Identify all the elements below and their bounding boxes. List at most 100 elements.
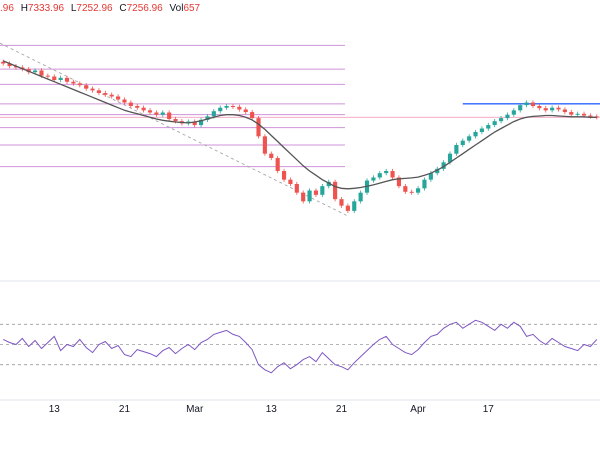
candle-body [492, 121, 497, 126]
x-tick-label: 17 [483, 404, 495, 415]
candle-body [141, 107, 146, 111]
candle-body [352, 201, 357, 211]
x-tick-label: 13 [49, 404, 61, 415]
candle-body [275, 158, 280, 171]
candle-body [511, 110, 516, 115]
candle-body [479, 128, 484, 132]
candle-body [128, 102, 133, 106]
candle-body [281, 171, 287, 180]
candle-body [588, 115, 593, 117]
candle-body [486, 125, 491, 129]
x-tick-label: 21 [336, 404, 348, 415]
candle-body [250, 112, 255, 119]
candle-body [384, 171, 389, 174]
candle-body [237, 106, 242, 110]
moving-average-line [2, 60, 597, 190]
candle-body [339, 199, 344, 206]
candle-body [96, 90, 102, 93]
candle-body [377, 173, 382, 178]
candle-body [71, 81, 76, 84]
candle-body [524, 102, 529, 106]
candle-body [416, 188, 421, 193]
candle-body [218, 107, 223, 112]
candle-body [64, 77, 70, 82]
x-tick-label: Apr [410, 404, 426, 415]
candle-body [575, 113, 580, 115]
candle-body [550, 107, 555, 111]
candle-body [505, 114, 510, 119]
candle-body [7, 63, 12, 67]
candle-body [135, 106, 140, 108]
candle-body [498, 118, 504, 122]
x-tick-label: Mar [186, 404, 204, 415]
candle-body [581, 113, 587, 116]
candle-body [537, 106, 542, 109]
candle-body [90, 88, 95, 91]
candle-body [116, 96, 121, 100]
candle-body [333, 181, 338, 200]
candle-body [358, 192, 363, 202]
candle-body [473, 132, 478, 137]
candle-body [441, 162, 446, 169]
candle-body [409, 191, 414, 193]
candle-body [262, 136, 267, 154]
candle-body [205, 116, 210, 120]
candle-body [77, 83, 82, 86]
candle-body [198, 119, 204, 126]
candle-body [422, 179, 427, 189]
candle-body [256, 118, 261, 137]
candle-body [294, 184, 299, 193]
candle-body [58, 77, 63, 80]
candle-body [160, 112, 165, 115]
candle-body [122, 99, 127, 103]
low-label: L [70, 3, 77, 14]
candle-body [39, 70, 44, 76]
candle-body [518, 105, 523, 111]
candle-body [390, 171, 395, 178]
candle-body [562, 109, 567, 113]
candle-body [454, 145, 459, 154]
candle-body [594, 116, 599, 118]
candle-body [192, 121, 197, 126]
candle-body [569, 112, 574, 115]
candle-body [33, 70, 38, 73]
candle-body [211, 111, 216, 117]
candle-body [345, 205, 350, 211]
candle-body [467, 136, 472, 141]
candle-body [167, 112, 172, 119]
candle-body [307, 190, 312, 202]
candle-body [243, 109, 248, 113]
candle-body [396, 177, 402, 187]
candle-body [224, 106, 229, 108]
volume-label: Vol [169, 3, 184, 14]
candle-body [1, 61, 6, 64]
trend-dashed-line [0, 42, 349, 217]
open-value: .96 [0, 3, 14, 14]
candle-body [84, 85, 89, 89]
candle-body [403, 186, 408, 192]
candle-body [301, 192, 306, 202]
candle-body [435, 168, 440, 174]
volume-value: 657 [183, 3, 201, 14]
candle-body [173, 119, 178, 122]
candle-body [154, 112, 159, 115]
x-tick-label: 21 [119, 404, 131, 415]
candle-body [45, 75, 50, 77]
candle-body [543, 108, 548, 111]
candle-body [371, 177, 376, 181]
candle-body [288, 179, 293, 184]
candle-body [147, 110, 153, 113]
x-tick-label: 13 [266, 404, 278, 415]
candle-body [103, 93, 108, 95]
candle-body [530, 102, 536, 106]
candle-body [447, 153, 453, 163]
close-value: 7256.96 [126, 3, 163, 14]
candle-body [320, 186, 325, 195]
candle-body [313, 190, 319, 195]
high-label: H [20, 3, 28, 14]
candle-body [428, 173, 433, 180]
high-value: 7333.96 [27, 3, 65, 14]
candle-body [326, 181, 331, 187]
